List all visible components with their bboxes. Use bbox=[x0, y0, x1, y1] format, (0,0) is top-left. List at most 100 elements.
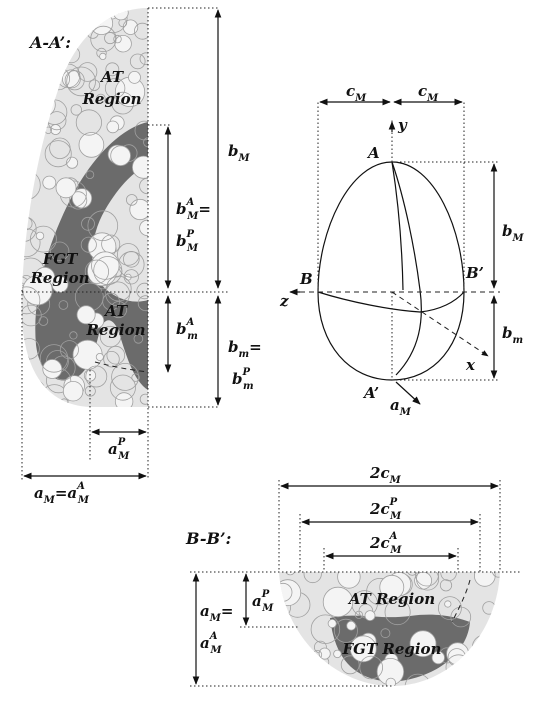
adipose-circle bbox=[137, 295, 148, 312]
adipose-circle bbox=[77, 62, 98, 82]
adipose-circle bbox=[99, 325, 122, 348]
adipose-circle bbox=[359, 655, 384, 680]
point-b-prime: B’ bbox=[465, 264, 484, 282]
label-cm-right: cM bbox=[418, 82, 439, 104]
adipose-circle bbox=[384, 599, 411, 626]
adipose-circle bbox=[307, 674, 317, 683]
adipose-circle bbox=[49, 137, 71, 160]
adipose-circle bbox=[21, 158, 33, 174]
adipose-circle bbox=[103, 351, 120, 368]
adipose-circle bbox=[333, 649, 342, 659]
adipose-circle bbox=[113, 8, 129, 21]
label-cm-left: cM bbox=[346, 82, 367, 104]
adipose-circle bbox=[310, 614, 341, 644]
adipose-circle bbox=[110, 301, 128, 319]
label-egg-am: aM bbox=[390, 396, 412, 418]
adipose-circle bbox=[303, 572, 322, 584]
adipose-circle bbox=[66, 66, 96, 97]
adipose-circle bbox=[96, 93, 106, 104]
adipose-circle bbox=[42, 175, 57, 190]
adipose-circle bbox=[139, 219, 148, 236]
adipose-circle bbox=[66, 156, 79, 169]
adipose-circle bbox=[439, 579, 453, 592]
at-region-label-lower: AT bbox=[103, 302, 129, 320]
label-am-ama: aM=aA M bbox=[34, 481, 90, 506]
adipose-circle bbox=[21, 389, 34, 407]
adipose-circle bbox=[21, 100, 33, 117]
adipose-circle bbox=[84, 259, 110, 284]
adipose-circle bbox=[327, 619, 337, 629]
adipose-circle bbox=[136, 282, 148, 300]
point-b: B bbox=[299, 270, 313, 288]
adipose-circle bbox=[95, 352, 104, 361]
adipose-circle bbox=[129, 53, 146, 70]
adipose-circle bbox=[456, 671, 467, 682]
adipose-circle bbox=[473, 572, 496, 587]
adipose-circle bbox=[318, 647, 331, 660]
adipose-circle bbox=[466, 657, 481, 671]
adipose-circle bbox=[431, 650, 445, 665]
aa-cross-section bbox=[21, 8, 148, 407]
label-bmp: bP M bbox=[176, 229, 199, 254]
adipose-circle bbox=[322, 586, 354, 618]
adipose-circle bbox=[64, 70, 85, 91]
adipose-circle bbox=[486, 641, 500, 666]
adipose-circle bbox=[109, 374, 136, 401]
svg-text:Region: Region bbox=[29, 269, 89, 287]
adipose-circle bbox=[471, 634, 497, 660]
adipose-circle bbox=[380, 628, 391, 639]
adipose-circle bbox=[285, 572, 296, 576]
adipose-circle bbox=[58, 300, 69, 310]
adipose-circle bbox=[486, 664, 497, 675]
adipose-circle bbox=[75, 8, 93, 15]
adipose-circle bbox=[279, 630, 292, 652]
adipose-circle bbox=[44, 140, 72, 168]
adipose-circle bbox=[62, 381, 84, 402]
adipose-circle bbox=[21, 354, 30, 366]
adipose-circle bbox=[21, 130, 43, 156]
adipose-circle bbox=[106, 275, 132, 302]
adipose-circle bbox=[446, 642, 470, 666]
bb-fgt-region-shape bbox=[330, 614, 470, 682]
adipose-circle bbox=[106, 120, 120, 134]
svg-text:Region: Region bbox=[85, 321, 145, 339]
adipose-circle bbox=[139, 393, 148, 405]
adipose-circle bbox=[364, 610, 376, 621]
adipose-circle bbox=[85, 170, 95, 180]
adipose-circle bbox=[24, 379, 46, 401]
adipose-circle bbox=[90, 25, 117, 53]
adipose-circle bbox=[346, 620, 357, 631]
adipose-circle bbox=[444, 600, 452, 608]
adipose-circle bbox=[279, 611, 291, 632]
adipose-circle bbox=[105, 281, 131, 307]
adipose-circle bbox=[21, 107, 40, 126]
adipose-circle bbox=[35, 8, 61, 21]
at-region-label-upper: AT bbox=[99, 68, 125, 86]
adipose-circle bbox=[70, 104, 83, 116]
adipose-circle bbox=[26, 51, 45, 69]
label-bmP: bP m bbox=[232, 367, 254, 392]
adipose-circle bbox=[49, 241, 70, 262]
adipose-circle bbox=[21, 49, 37, 65]
adipose-circle bbox=[85, 365, 108, 388]
adipose-circle bbox=[143, 137, 148, 148]
adipose-circle bbox=[42, 80, 50, 87]
svg-text:Region: Region bbox=[81, 90, 141, 108]
bb-cross-section bbox=[279, 572, 500, 686]
adipose-circle bbox=[404, 673, 432, 686]
adipose-circle bbox=[104, 77, 126, 99]
adipose-circle bbox=[133, 22, 148, 40]
adipose-circle bbox=[139, 52, 148, 65]
adipose-circle bbox=[114, 392, 134, 407]
fgt-region-label: FGT bbox=[42, 250, 79, 268]
adipose-circle bbox=[437, 596, 462, 620]
adipose-circle bbox=[83, 8, 104, 21]
adipose-circle bbox=[38, 316, 49, 326]
adipose-circle bbox=[21, 145, 34, 159]
bb-at-region-label: AT Region bbox=[347, 590, 435, 608]
adipose-circle bbox=[93, 256, 123, 286]
adipose-circle bbox=[106, 345, 126, 365]
adipose-circle bbox=[129, 198, 148, 221]
adipose-circle bbox=[69, 191, 88, 210]
adipose-circle bbox=[21, 304, 42, 327]
